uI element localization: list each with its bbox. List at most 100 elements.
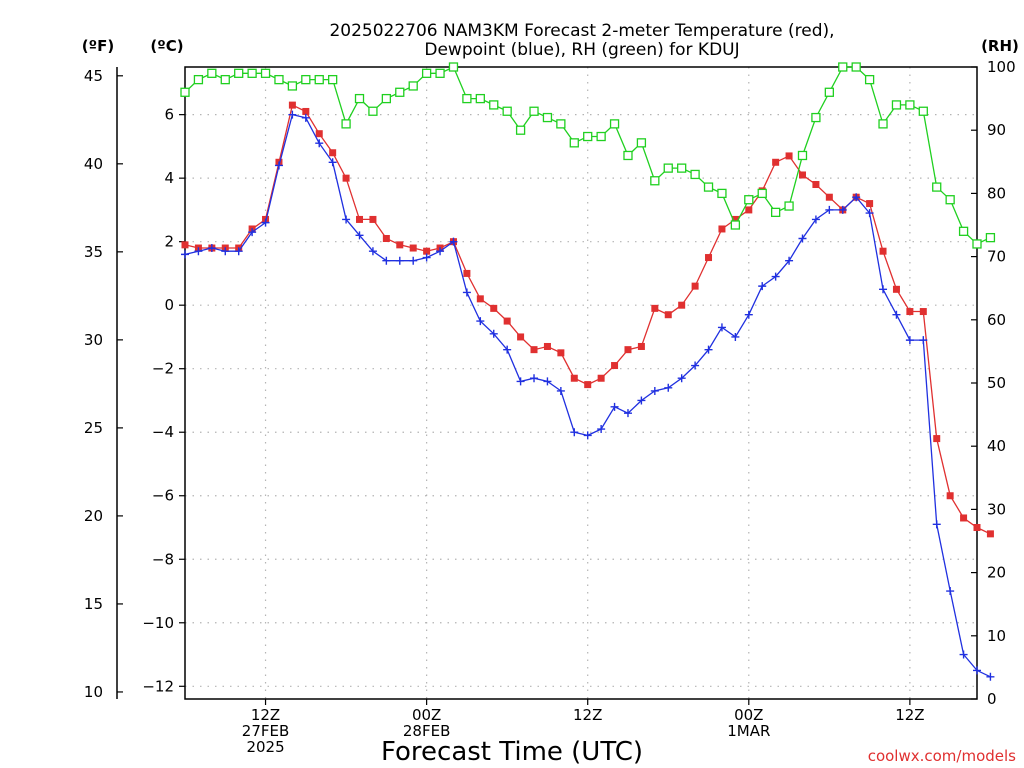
temperature-point — [463, 269, 471, 277]
dewpoint-point — [771, 272, 780, 281]
rh-tick-label: 100 — [987, 58, 1016, 76]
x-tick-label: 00Z — [412, 706, 441, 724]
rh-point — [905, 100, 915, 110]
rh-point — [878, 119, 888, 129]
rh-point — [328, 74, 338, 85]
dewpoint-point — [248, 228, 257, 237]
rh-point — [475, 93, 485, 104]
credit-text: coolwx.com/models — [868, 747, 1016, 765]
fahrenheit-tick-label: 45 — [84, 67, 103, 85]
temperature-point — [879, 247, 887, 255]
fahrenheit-tick-label: 20 — [84, 507, 103, 525]
temperature-point — [288, 101, 296, 109]
rh-point — [381, 93, 392, 104]
dewpoint-point — [664, 383, 673, 392]
temperature-point — [396, 241, 404, 249]
fahrenheit-tick-label: 15 — [84, 595, 103, 613]
temperature-line — [184, 104, 991, 535]
rh-tick-label: 90 — [987, 121, 1006, 139]
temperature-point — [651, 304, 659, 312]
temperature-point — [557, 349, 565, 357]
x-axis-title: Forecast Time (UTC) — [381, 737, 643, 767]
rh-point — [972, 239, 982, 249]
temperature-point — [302, 107, 310, 115]
dewpoint-point — [543, 377, 552, 386]
dewpoint-point — [838, 205, 847, 214]
rh-point — [864, 74, 875, 85]
temperature-point — [933, 435, 941, 443]
temperature-point — [731, 215, 739, 223]
dewpoint-point — [704, 345, 713, 354]
chart-title-line-2: Dewpoint (blue), RH (green) for KDUJ — [424, 40, 739, 60]
temperature-point — [570, 374, 578, 382]
dewpoint-point — [234, 247, 243, 256]
fahrenheit-tick-label: 25 — [84, 419, 103, 437]
axes: 1015202530354045−12−10−8−6−4−20246010203… — [84, 58, 1016, 756]
rh-point — [556, 119, 566, 129]
temperature-point — [866, 200, 874, 208]
rh-point — [663, 163, 673, 173]
x-tick-label: 00Z — [734, 706, 763, 724]
temperature-point — [986, 530, 994, 538]
dewpoint-point — [986, 672, 995, 681]
temperature-point — [705, 254, 713, 262]
temperature-point — [892, 285, 900, 293]
celsius-tick-label: −4 — [152, 423, 174, 441]
rh-tick-label: 50 — [987, 374, 1006, 392]
dewpoint-point — [422, 253, 431, 262]
rh-point — [623, 150, 633, 161]
celsius-tick-label: 0 — [164, 296, 174, 314]
x-tick-label: 12Z — [895, 706, 924, 724]
rh-tick-label: 10 — [987, 627, 1006, 645]
x-tick-label: 12Z — [251, 706, 280, 724]
temperature-point — [745, 206, 753, 214]
celsius-tick-label: −6 — [152, 487, 174, 505]
temperature-point — [960, 514, 968, 522]
x-tick-label: 1MAR — [727, 722, 770, 740]
temperature-point — [611, 362, 619, 370]
temperature-point — [624, 346, 632, 354]
rh-point — [757, 188, 767, 199]
dewpoint-point — [583, 431, 592, 440]
temperature-point — [812, 181, 820, 189]
rh-point — [677, 163, 687, 173]
temperature-point — [919, 308, 927, 316]
rh-point — [958, 226, 969, 236]
dewpoint-point — [677, 374, 686, 383]
dewpoint-point — [221, 247, 230, 256]
rh-point — [408, 81, 418, 91]
fahrenheit-unit-label: (ºF) — [82, 37, 114, 55]
rh-point — [462, 93, 472, 104]
rh-point — [448, 62, 459, 72]
celsius-tick-label: −2 — [152, 360, 174, 378]
rh-point — [918, 106, 928, 116]
temperature-point — [946, 492, 954, 500]
rh-tick-label: 20 — [987, 564, 1006, 582]
temperature-point — [584, 381, 592, 389]
dewpoint-point — [905, 336, 914, 345]
dewpoint-point — [342, 215, 351, 224]
temperature-point — [503, 317, 511, 325]
dewpoint-point — [315, 139, 324, 148]
dewpoint-point — [462, 288, 471, 297]
dewpoint-point — [570, 428, 579, 437]
rh-tick-label: 80 — [987, 184, 1006, 202]
dewpoint-point — [892, 310, 901, 319]
rh-point — [596, 131, 606, 142]
dewpoint-point — [691, 361, 700, 370]
rh-point — [354, 93, 365, 104]
dewpoint-point — [503, 345, 512, 354]
rh-point — [529, 106, 539, 116]
dewpoint-point — [811, 215, 820, 224]
dewpoint-point — [207, 244, 216, 253]
rh-point — [797, 150, 808, 161]
dewpoint-point — [181, 250, 189, 259]
dewpoint-point — [731, 332, 740, 341]
temperature-point — [691, 282, 699, 290]
temperature-point — [369, 215, 377, 223]
rh-point — [435, 68, 445, 78]
rh-tick-label: 40 — [987, 437, 1006, 455]
rh-unit-label: (RH) — [981, 37, 1019, 55]
dewpoint-point — [382, 256, 391, 265]
rh-point — [207, 68, 217, 78]
